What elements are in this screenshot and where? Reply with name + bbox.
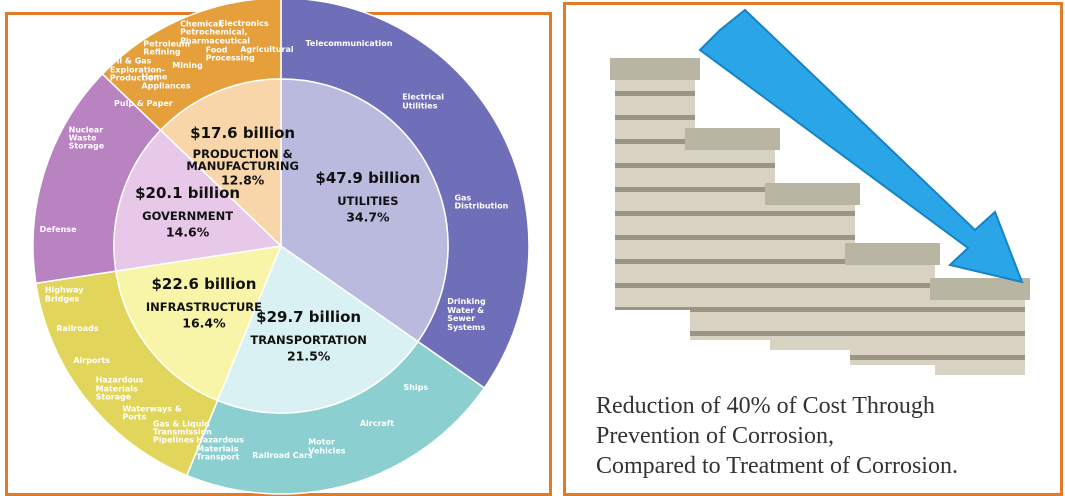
amount-label: $47.9 billion	[303, 171, 433, 187]
subsector-label: Pulp & Paper	[114, 100, 178, 108]
amount-label: $17.6 billion	[178, 126, 308, 142]
subsector-label: Home Appliances	[141, 74, 205, 91]
subsector-label: Nuclear Waste Storage	[69, 126, 133, 151]
category-label: INFRASTRUCTURE	[144, 301, 264, 313]
subsector-label: Defense	[40, 225, 104, 233]
subsector-label: Gas Distribution	[454, 194, 518, 211]
amount-label: $22.6 billion	[139, 277, 269, 293]
category-label: UTILITIES	[308, 195, 428, 207]
overlay: Reduction of 40% of Cost Through Prevent…	[0, 0, 1065, 496]
value-label: 14.6%	[148, 226, 228, 239]
amount-label: $20.1 billion	[123, 186, 253, 202]
subsector-label: Railroad Cars	[252, 452, 316, 460]
value-label: 16.4%	[164, 316, 244, 329]
subsector-label: Electrical Utilities	[402, 94, 466, 111]
subsector-label: Gas & Liquid Transmission Pipelines	[153, 420, 217, 445]
value-label: 12.8%	[203, 173, 283, 186]
subsector-label: Hazardous Materials Storage	[96, 377, 160, 402]
subsector-label: Agricultural	[240, 46, 304, 54]
subsector-label: Electronics	[219, 20, 283, 28]
subsector-label: Aircraft	[360, 420, 424, 428]
category-label: TRANSPORTATION	[249, 334, 369, 346]
subsector-label: Telecommunication	[306, 40, 370, 48]
caption-line: Prevention of Corrosion,	[596, 423, 834, 450]
page: Reduction of 40% of Cost Through Prevent…	[0, 0, 1065, 496]
value-label: 34.7%	[328, 210, 408, 223]
value-label: 21.5%	[269, 349, 349, 362]
subsector-label: Airports	[73, 357, 137, 365]
subsector-label: Highway Bridges	[45, 287, 109, 304]
subsector-label: Waterways & Ports	[122, 405, 186, 422]
subsector-label: Ships	[403, 384, 467, 392]
caption-line: Compared to Treatment of Corrosion.	[596, 453, 958, 480]
subsector-label: Motor Vehicles	[308, 439, 372, 456]
category-label: GOVERNMENT	[128, 210, 248, 222]
subsector-label: Railroads	[56, 325, 120, 333]
category-label: PRODUCTION & MANUFACTURING	[183, 148, 303, 172]
subsector-label: Drinking Water & Sewer Systems	[447, 299, 511, 333]
caption-line: Reduction of 40% of Cost Through	[596, 393, 935, 420]
